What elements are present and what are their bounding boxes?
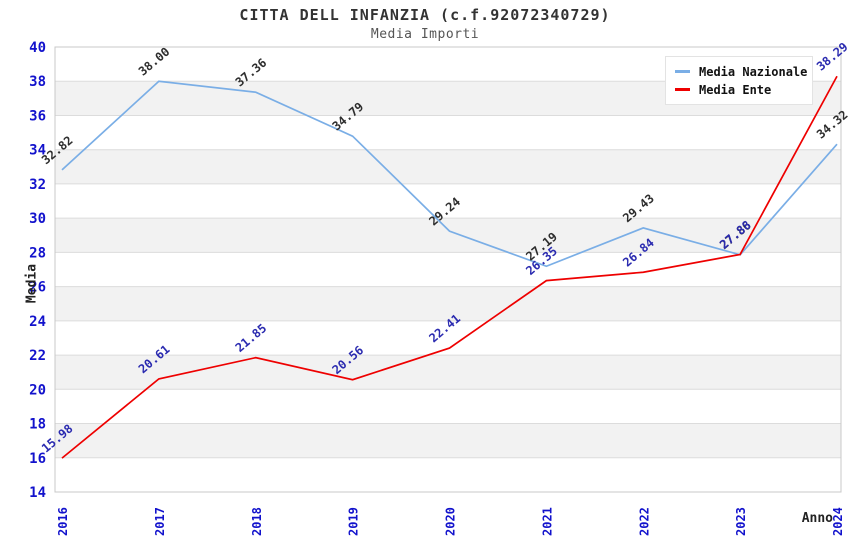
grid-band bbox=[55, 286, 841, 321]
x-tick-label: 2021 bbox=[540, 507, 554, 536]
x-tick-label: 2016 bbox=[56, 507, 70, 536]
y-tick-label: 14 bbox=[29, 485, 46, 501]
y-tick-label: 22 bbox=[29, 348, 46, 364]
x-tick-label: 2022 bbox=[637, 507, 651, 536]
legend-label: Media Nazionale bbox=[699, 64, 808, 79]
y-tick-label: 40 bbox=[29, 40, 46, 56]
legend-item-media-nazionale: Media Nazionale bbox=[675, 63, 808, 80]
line-swatch-icon bbox=[675, 88, 690, 91]
x-tick-label: 2020 bbox=[444, 507, 458, 536]
x-tick-label: 2019 bbox=[347, 507, 361, 536]
line-swatch-icon bbox=[675, 70, 690, 73]
grid-band bbox=[55, 183, 841, 219]
y-tick-label: 38 bbox=[29, 74, 46, 90]
grid-band bbox=[55, 252, 841, 287]
grid-band bbox=[55, 423, 841, 458]
grid-band bbox=[55, 389, 841, 424]
grid-band bbox=[55, 149, 841, 184]
y-tick-label: 34 bbox=[29, 143, 46, 159]
y-tick-label: 16 bbox=[29, 451, 46, 467]
series-line bbox=[61, 80, 838, 268]
y-tick-label: 36 bbox=[29, 108, 46, 124]
y-tick-label: 24 bbox=[29, 314, 46, 330]
x-tick-label: 2023 bbox=[734, 507, 748, 536]
chart-legend: Media Nazionale Media Ente bbox=[665, 56, 813, 105]
y-axis-title: Media bbox=[24, 263, 40, 304]
x-tick-label: 2024 bbox=[831, 507, 845, 536]
x-axis-title: Anno bbox=[801, 511, 833, 526]
y-tick-label: 26 bbox=[29, 280, 46, 296]
legend-item-media-ente: Media Ente bbox=[675, 81, 808, 98]
y-tick-label: 18 bbox=[29, 417, 46, 433]
y-tick-label: 20 bbox=[29, 382, 46, 398]
grid-band bbox=[55, 355, 841, 390]
y-tick-label: 32 bbox=[29, 177, 46, 193]
y-tick-label: 30 bbox=[29, 211, 46, 227]
plot-border bbox=[54, 46, 842, 493]
grid-band bbox=[55, 457, 841, 492]
grid-band bbox=[55, 115, 841, 150]
chart-subtitle: Media Importi bbox=[370, 27, 480, 42]
x-tick-label: 2017 bbox=[153, 507, 167, 536]
chart-title: CITTA DELL INFANZIA (c.f.92072340729) bbox=[239, 6, 611, 24]
y-tick-label: 28 bbox=[29, 245, 46, 261]
x-tick-label: 2018 bbox=[250, 507, 264, 536]
series-line bbox=[61, 75, 838, 459]
legend-label: Media Ente bbox=[699, 82, 772, 97]
